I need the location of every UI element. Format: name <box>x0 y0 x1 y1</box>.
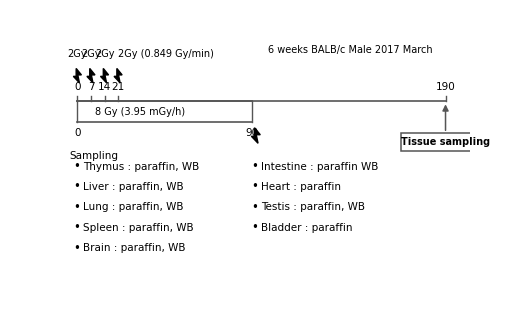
Text: Brain : paraffin, WB: Brain : paraffin, WB <box>84 243 186 253</box>
Text: 0: 0 <box>74 82 80 92</box>
Text: 8 Gy (3.95 mGy/h): 8 Gy (3.95 mGy/h) <box>95 107 185 117</box>
Text: •: • <box>252 160 258 173</box>
Text: 7: 7 <box>88 82 94 92</box>
Text: •: • <box>73 180 80 193</box>
Text: Thymus : paraffin, WB: Thymus : paraffin, WB <box>84 162 200 172</box>
Polygon shape <box>87 68 95 83</box>
FancyBboxPatch shape <box>401 133 490 151</box>
Polygon shape <box>100 68 109 83</box>
Text: Tissue sampling: Tissue sampling <box>401 137 490 147</box>
Text: 0: 0 <box>74 128 80 138</box>
Text: •: • <box>73 242 80 255</box>
Text: Bladder : paraffin: Bladder : paraffin <box>262 223 353 233</box>
Text: Heart : paraffin: Heart : paraffin <box>262 182 341 192</box>
Text: 2Gy: 2Gy <box>95 49 114 59</box>
Text: 190: 190 <box>436 82 455 92</box>
Text: 2Gy: 2Gy <box>68 49 87 59</box>
Polygon shape <box>252 128 260 143</box>
Text: •: • <box>252 180 258 193</box>
Text: 21: 21 <box>112 82 125 92</box>
Text: 2Gy (0.849 Gy/min): 2Gy (0.849 Gy/min) <box>118 49 214 59</box>
Text: Spleen : paraffin, WB: Spleen : paraffin, WB <box>84 223 194 233</box>
Text: 14: 14 <box>98 82 111 92</box>
Text: •: • <box>252 221 258 234</box>
Polygon shape <box>73 68 81 83</box>
Text: •: • <box>252 201 258 214</box>
Text: Testis : paraffin, WB: Testis : paraffin, WB <box>262 202 365 212</box>
Text: •: • <box>73 160 80 173</box>
Text: •: • <box>73 201 80 214</box>
Text: Liver : paraffin, WB: Liver : paraffin, WB <box>84 182 184 192</box>
Text: Intestine : paraffin WB: Intestine : paraffin WB <box>262 162 379 172</box>
Text: •: • <box>73 221 80 234</box>
Text: 90: 90 <box>245 128 258 138</box>
Text: Sampling: Sampling <box>69 151 118 161</box>
Polygon shape <box>114 68 122 83</box>
Text: 2Gy: 2Gy <box>81 49 101 59</box>
Text: Lung : paraffin, WB: Lung : paraffin, WB <box>84 202 184 212</box>
Text: 6 weeks BALB/c Male 2017 March: 6 weeks BALB/c Male 2017 March <box>267 44 432 54</box>
